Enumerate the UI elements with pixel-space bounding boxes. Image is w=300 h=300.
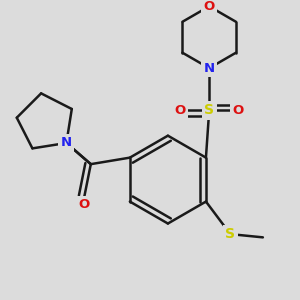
Text: S: S xyxy=(204,103,214,118)
Text: O: O xyxy=(204,0,215,13)
Text: S: S xyxy=(225,227,235,241)
Text: N: N xyxy=(61,136,72,149)
Text: O: O xyxy=(79,198,90,211)
Text: O: O xyxy=(174,104,185,117)
Text: O: O xyxy=(233,104,244,117)
Text: N: N xyxy=(204,62,215,75)
